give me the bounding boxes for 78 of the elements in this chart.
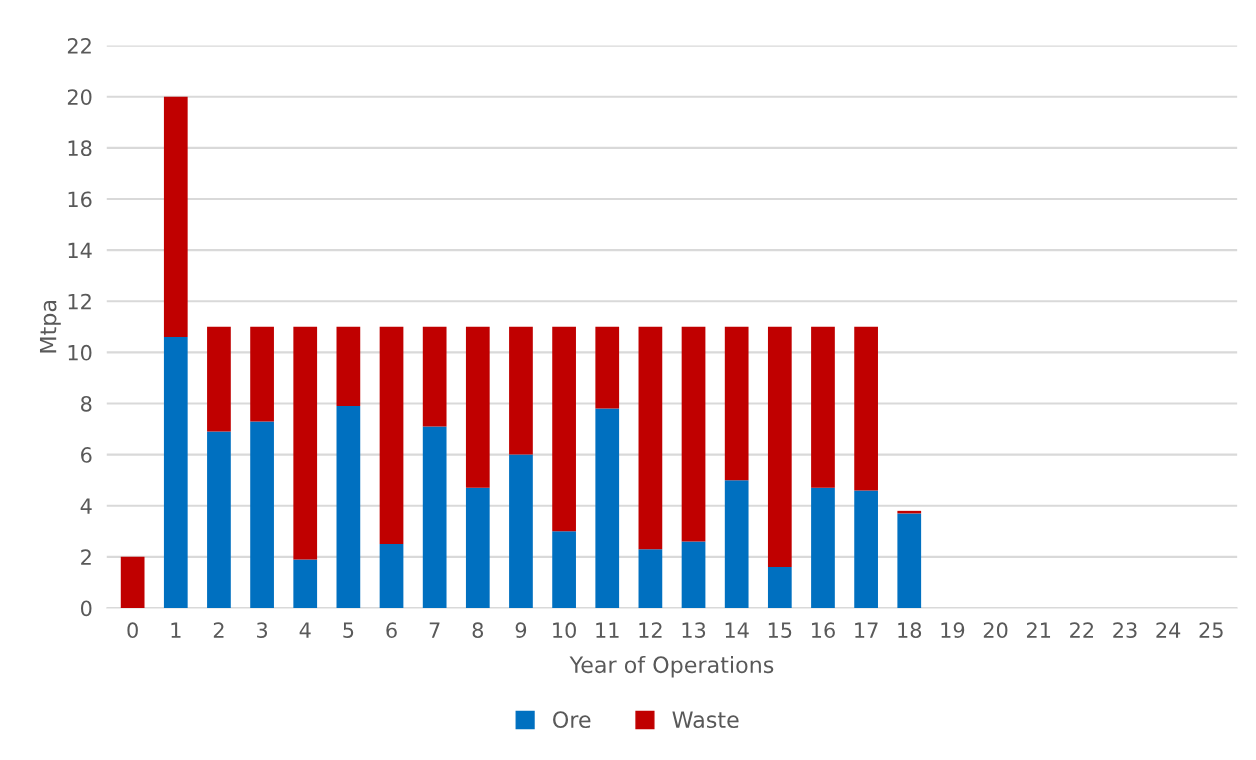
bar	[638, 549, 663, 608]
bar	[681, 326, 706, 542]
bar	[293, 559, 318, 608]
x-tick-label: 18	[898, 622, 922, 639]
bar	[897, 513, 922, 608]
bar	[509, 326, 533, 455]
x-tick-label: 2	[213, 622, 224, 638]
bar	[422, 426, 447, 608]
bar	[379, 544, 404, 608]
bar	[163, 96, 188, 338]
bar	[465, 326, 490, 488]
x-tick-label: 8	[472, 622, 484, 639]
bar	[336, 326, 361, 407]
x-tick-label: 10	[553, 622, 576, 639]
bar	[422, 326, 447, 427]
x-tick-label: 25	[1199, 622, 1223, 639]
bar	[379, 326, 404, 545]
x-tick-label: 11	[596, 622, 619, 638]
y-tick-label: 20	[67, 89, 92, 105]
x-tick-label: 1	[171, 622, 181, 638]
y-tick-label: 2	[81, 549, 91, 565]
x-tick-label: 23	[1113, 622, 1137, 639]
bar	[595, 326, 620, 409]
x-tick-label: 12	[639, 622, 662, 638]
x-tick-label: 24	[1156, 622, 1181, 638]
x-tick-label: 15	[768, 622, 792, 639]
bar	[811, 487, 835, 608]
x-tick-label: 16	[812, 622, 835, 639]
bar	[250, 421, 274, 608]
bar	[293, 326, 318, 560]
bar	[767, 326, 792, 568]
legend-label: Ore	[553, 711, 591, 729]
x-tick-label: 9	[515, 622, 527, 639]
bar	[552, 326, 576, 532]
bar	[854, 490, 878, 608]
y-tick-label: 16	[68, 191, 92, 208]
bar	[724, 480, 749, 608]
x-axis-title: Year of Operations	[569, 655, 774, 678]
x-tick-label: 21	[1026, 622, 1051, 638]
x-tick-label: 3	[257, 622, 268, 639]
bar	[681, 541, 706, 608]
bar	[724, 326, 749, 481]
bar	[638, 326, 663, 550]
bar	[250, 326, 274, 422]
bar	[163, 337, 188, 608]
bar	[552, 531, 576, 608]
y-axis-title: Mtpa	[39, 301, 61, 353]
bar	[767, 567, 792, 608]
bar	[207, 326, 231, 432]
y-tick-label: 6	[81, 447, 92, 463]
bar	[120, 556, 145, 608]
y-tick-label: 4	[80, 498, 92, 514]
y-tick-label: 0	[80, 600, 92, 617]
bar	[207, 431, 231, 608]
x-tick-label: 17	[855, 622, 878, 638]
x-tick-label: 19	[941, 622, 965, 639]
x-tick-label: 14	[725, 622, 749, 638]
legend-label: Waste	[672, 711, 739, 729]
y-tick-label: 8	[81, 395, 92, 412]
x-tick-label: 5	[343, 622, 354, 639]
x-tick-label: 0	[127, 622, 138, 639]
x-tick-label: 4	[299, 622, 311, 638]
x-tick-label: 13	[682, 622, 706, 639]
y-tick-label: 10	[68, 344, 92, 361]
y-tick-label: 18	[68, 140, 92, 157]
bar	[336, 406, 361, 608]
y-tick-label: 22	[67, 38, 91, 54]
x-tick-label: 20	[983, 622, 1008, 639]
bar	[595, 408, 620, 608]
x-tick-label: 22	[1070, 622, 1094, 638]
y-tick-label: 14	[68, 242, 92, 259]
bar	[811, 326, 835, 488]
bar	[465, 487, 490, 608]
bar	[509, 454, 533, 608]
x-tick-label: 7	[429, 622, 440, 638]
y-tick-label: 12	[68, 293, 91, 310]
x-tick-label: 6	[386, 622, 397, 639]
bar	[854, 326, 878, 491]
